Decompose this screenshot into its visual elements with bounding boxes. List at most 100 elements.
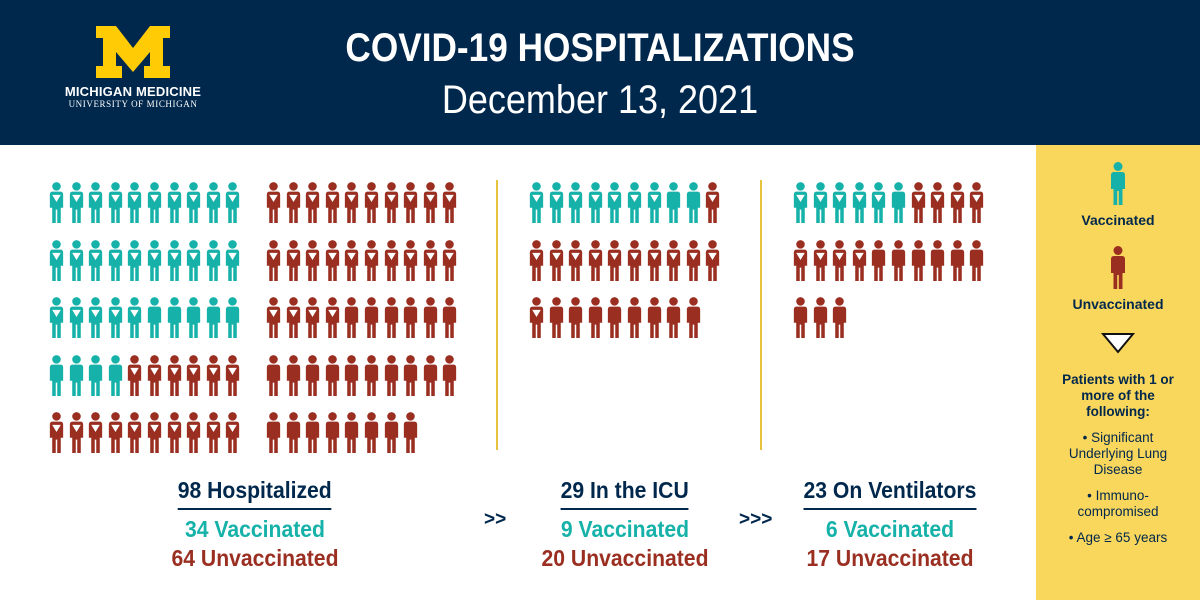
legend-bullet: • Age ≥ 65 years	[1068, 530, 1168, 545]
vaccinated-person-icon	[204, 297, 224, 355]
unvaccinated-person-icon-with-condition	[165, 412, 185, 470]
unvaccinated-person-icon	[645, 297, 665, 355]
unvaccinated-person-icon	[440, 354, 460, 413]
unvaccinated-person-icon-with-condition	[703, 239, 723, 298]
unvaccinated-person-icon	[401, 297, 421, 355]
unvaccinated-person-icon	[791, 297, 811, 355]
vaccinated-person-icon-with-condition	[869, 182, 889, 240]
vaccinated-person-icon	[223, 297, 243, 355]
vaccinated-person-icon-with-condition	[67, 297, 87, 355]
unvaccinated-person-icon-with-condition	[125, 412, 145, 470]
unvaccinated-person-icon	[889, 239, 909, 298]
report-date: December 13, 2021	[441, 78, 759, 122]
vaccinated-person-icon	[684, 182, 704, 240]
ventilator-stats: 23 On Ventilators 6 Vaccinated 17 Unvacc…	[780, 477, 1000, 572]
unvaccinated-person-icon	[547, 297, 567, 355]
vaccinated-person-icon-with-condition	[125, 239, 145, 298]
unvaccinated-person-icon	[909, 239, 929, 298]
arrow-to-icu: >>	[484, 509, 507, 530]
vaccinated-person-icon-with-condition	[625, 182, 645, 240]
unvaccinated-person-icon-with-condition	[811, 239, 831, 298]
icu-title: 29 In the ICU	[560, 477, 690, 510]
vaccinated-person-icon-with-condition	[86, 239, 106, 298]
unvaccinated-person-icon-with-condition	[303, 239, 323, 298]
vaccinated-person-icon-with-condition	[47, 182, 67, 240]
vaccinated-person-icon-with-condition	[106, 297, 126, 355]
vaccinated-person-icon-with-condition	[830, 182, 850, 240]
divider-line	[760, 180, 762, 450]
unvaccinated-person-icon	[664, 297, 684, 355]
unvaccinated-person-icon-with-condition	[184, 354, 204, 413]
icu-unvaccinated: 20 Unvaccinated	[541, 545, 709, 571]
unvaccinated-person-icon	[303, 412, 323, 470]
unvaccinated-person-icon	[382, 297, 402, 355]
unvaccinated-person-icon-with-condition	[527, 239, 547, 298]
unvaccinated-person-icon-with-condition	[264, 239, 284, 298]
unvaccinated-person-icon-with-condition	[421, 182, 441, 240]
unvaccinated-person-icon	[342, 297, 362, 355]
vaccinated-person-icon-with-condition	[527, 182, 547, 240]
unvaccinated-person-icon-with-condition	[264, 297, 284, 355]
unvaccinated-person-icon	[967, 239, 987, 298]
unvaccinated-person-icon	[362, 412, 382, 470]
vaccinated-person-icon-with-condition	[586, 182, 606, 240]
unvaccinated-person-icon	[1111, 246, 1125, 289]
vaccinated-person-icon-with-condition	[811, 182, 831, 240]
unvaccinated-person-icon	[382, 354, 402, 413]
vaccinated-person-icon	[1111, 162, 1125, 205]
unvaccinated-person-icon-with-condition	[342, 182, 362, 240]
unvaccinated-person-icon	[323, 354, 343, 413]
unvaccinated-person-icon-with-condition	[830, 239, 850, 298]
unvaccinated-person-icon	[440, 297, 460, 355]
unvaccinated-person-icon-with-condition	[323, 297, 343, 355]
unvaccinated-person-icon-with-condition	[362, 182, 382, 240]
unvaccinated-person-icon-with-condition	[625, 239, 645, 298]
unvaccinated-person-icon-with-condition	[323, 239, 343, 298]
unvaccinated-person-icon-with-condition	[223, 412, 243, 470]
unvaccinated-person-icon	[811, 297, 831, 355]
unvaccinated-person-icon-with-condition	[440, 182, 460, 240]
page-title: COVID-19 HOSPITALIZATIONS	[345, 26, 855, 70]
vaccinated-person-icon-with-condition	[47, 297, 67, 355]
unvaccinated-person-icon-with-condition	[86, 412, 106, 470]
unvaccinated-person-icon-with-condition	[684, 239, 704, 298]
unvaccinated-person-icon	[684, 297, 704, 355]
unvaccinated-person-icon-with-condition	[204, 412, 224, 470]
unvaccinated-person-icon-with-condition	[382, 239, 402, 298]
michigan-medicine-logo: MICHIGAN MEDICINE UNIVERSITY OF MICHIGAN	[60, 26, 206, 109]
unvaccinated-person-icon-with-condition	[145, 412, 165, 470]
vaccinated-person-icon-with-condition	[165, 239, 185, 298]
unvaccinated-person-icon-with-condition	[106, 412, 126, 470]
unvaccinated-person-icon	[948, 239, 968, 298]
vaccinated-person-icon-with-condition	[67, 239, 87, 298]
unvaccinated-person-icon	[566, 297, 586, 355]
unvaccinated-person-icon	[264, 354, 284, 413]
unvaccinated-person-icon	[284, 412, 304, 470]
unvaccinated-person-icon-with-condition	[204, 354, 224, 413]
unvaccinated-person-icon-with-condition	[303, 297, 323, 355]
ventilator-title: 23 On Ventilators	[803, 477, 977, 510]
unvaccinated-person-icon	[323, 412, 343, 470]
unvaccinated-person-icon-with-condition	[125, 354, 145, 413]
unvaccinated-person-icon-with-condition	[401, 239, 421, 298]
unvaccinated-person-icon-with-condition	[67, 412, 87, 470]
unvaccinated-person-icon	[362, 297, 382, 355]
hospitalized-title: 98 Hospitalized	[177, 477, 333, 510]
unvaccinated-person-icon-with-condition	[47, 412, 67, 470]
vaccinated-person-icon-with-condition	[106, 239, 126, 298]
unvaccinated-person-icon-with-condition	[184, 412, 204, 470]
unvaccinated-person-icon	[401, 354, 421, 413]
icu-stats: 29 In the ICU 9 Vaccinated 20 Unvaccinat…	[520, 477, 730, 572]
icu-icons	[527, 182, 723, 355]
unvaccinated-person-icon	[342, 354, 362, 413]
vaccinated-person-icon	[664, 182, 684, 240]
legend-note: Patients with 1 or more of the following…	[1062, 372, 1174, 419]
unvaccinated-person-icon-with-condition	[440, 239, 460, 298]
hospitalized-icons-right	[264, 182, 460, 470]
unvaccinated-person-icon-with-condition	[645, 239, 665, 298]
unvaccinated-person-icon	[382, 412, 402, 470]
ventilator-vaccinated: 6 Vaccinated	[825, 516, 955, 542]
unvaccinated-person-icon-with-condition	[284, 239, 304, 298]
vaccinated-person-icon-with-condition	[645, 182, 665, 240]
vaccinated-person-icon-with-condition	[791, 182, 811, 240]
